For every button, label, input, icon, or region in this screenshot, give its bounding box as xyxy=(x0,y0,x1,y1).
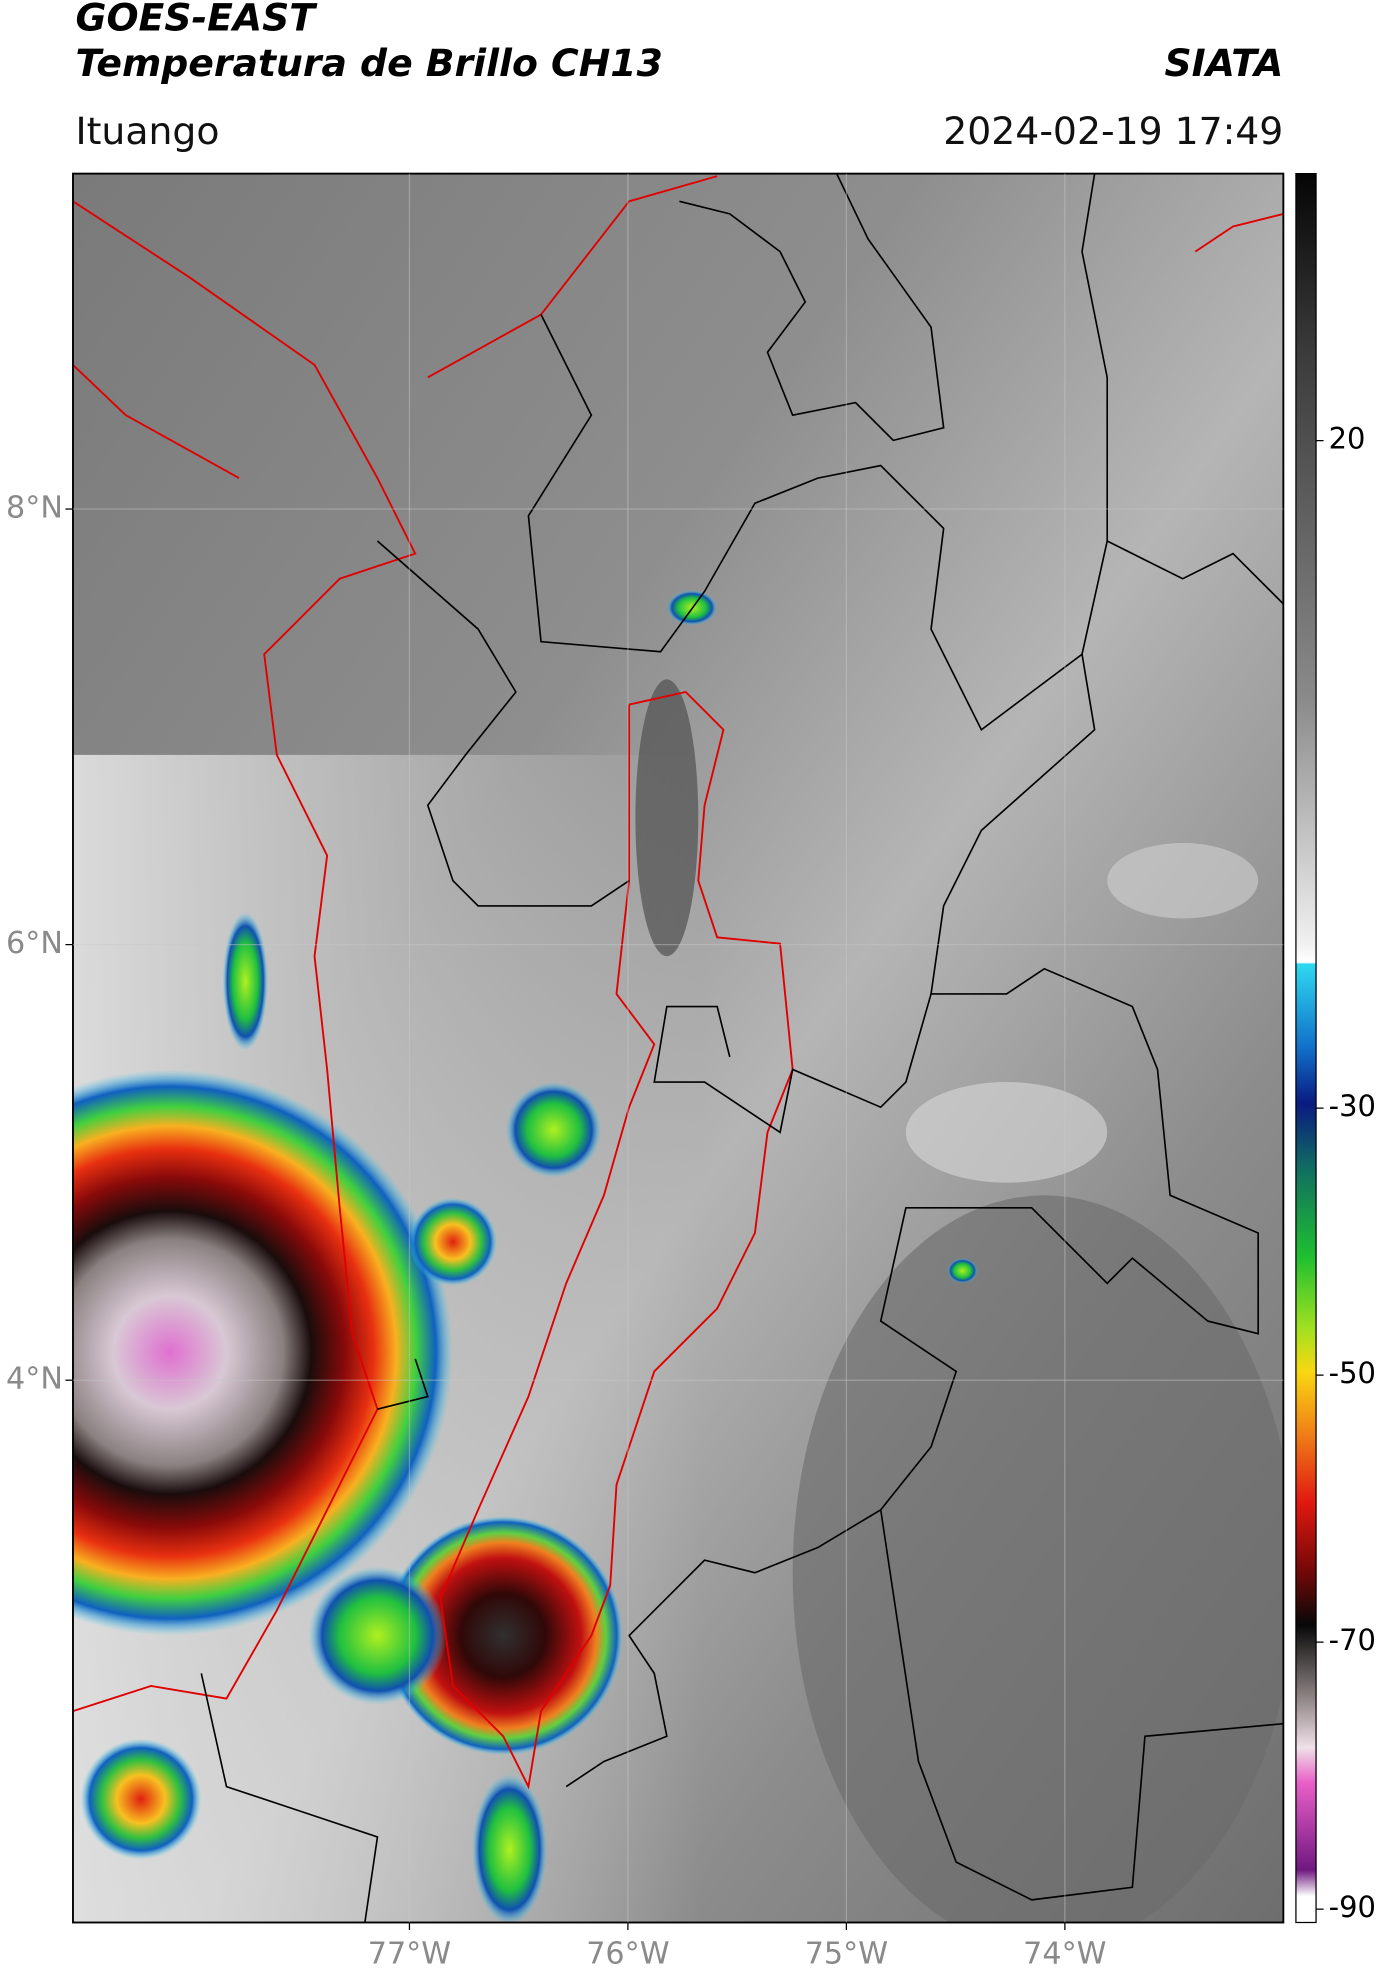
colorbar xyxy=(1295,172,1317,1924)
axes: 77°W 76°W 75°W 74°W 8°N 6°N 4°N xyxy=(6,491,1107,1972)
y-tick-label: 6°N xyxy=(6,926,63,961)
x-tick-label: 76°W xyxy=(586,1937,669,1972)
colorbar-tick-label: -30 xyxy=(1329,1089,1376,1123)
colorbar-tick-label: -90 xyxy=(1329,1890,1376,1924)
product-title: Temperatura de Brillo CH13 xyxy=(75,41,662,85)
x-tick-label: 77°W xyxy=(368,1937,451,1972)
colorbar-tick-label: -70 xyxy=(1329,1623,1376,1657)
map-image xyxy=(72,173,1284,1923)
colorbar-tick-label: 20 xyxy=(1329,422,1366,456)
colorbar-ticks: 20 -30 -50 -70 -90 xyxy=(1316,422,1376,1924)
x-tick-label: 74°W xyxy=(1023,1937,1106,1972)
map-frame xyxy=(72,172,1285,1924)
source-label: SIATA xyxy=(1165,41,1284,85)
grid xyxy=(72,173,1284,1923)
x-tick-label: 75°W xyxy=(805,1937,888,1972)
location-label: Ituango xyxy=(75,109,219,153)
satellite-title: GOES-EAST xyxy=(75,0,318,40)
colorbar-tick-label: -50 xyxy=(1329,1356,1376,1390)
datetime-label: 2024-02-19 17:49 xyxy=(943,109,1283,153)
y-tick-label: 4°N xyxy=(6,1362,63,1397)
y-tick-label: 8°N xyxy=(6,491,63,526)
